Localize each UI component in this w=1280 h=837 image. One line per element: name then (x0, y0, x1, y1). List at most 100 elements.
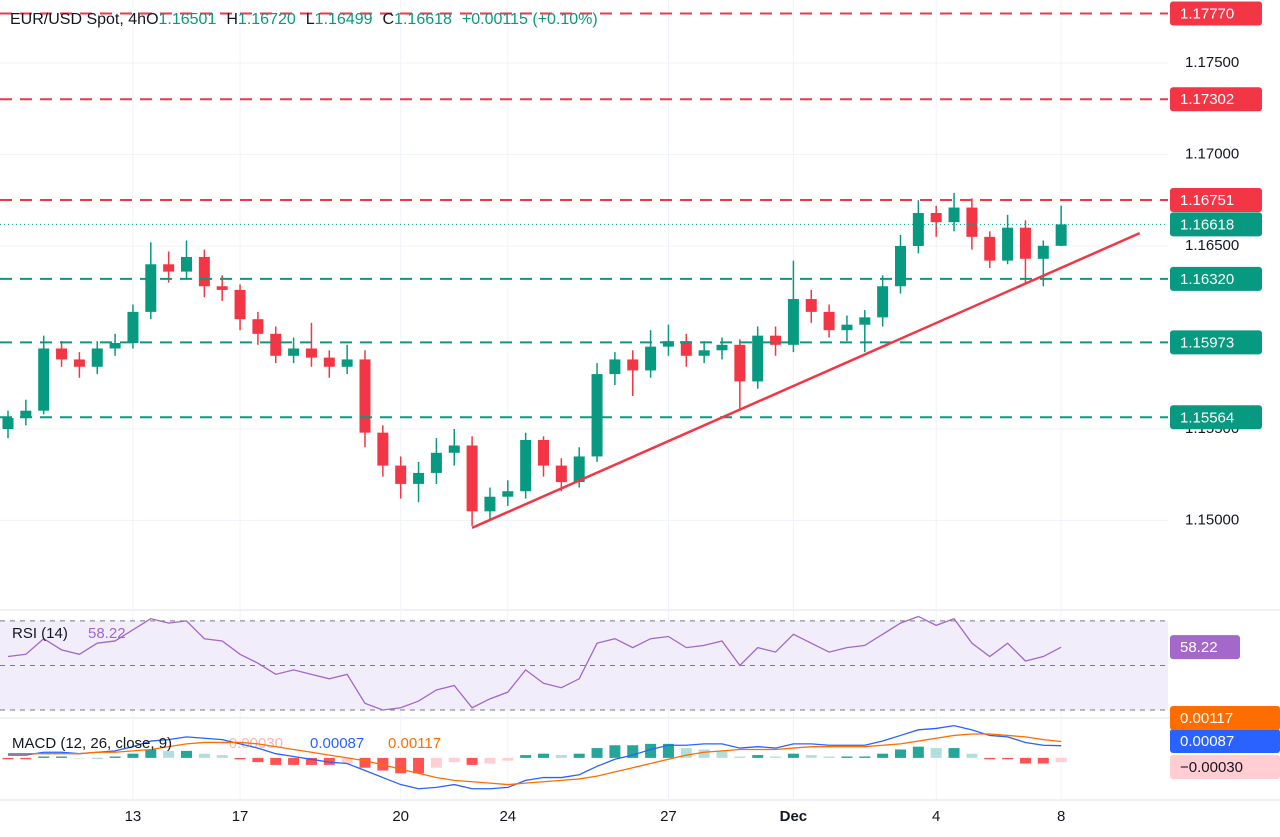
price-label: 1.16320 (1180, 271, 1234, 288)
x-tick-label: 24 (499, 808, 516, 825)
macd-histogram-bar (877, 753, 889, 758)
macd-histogram-bar (752, 755, 764, 758)
candle-body (984, 236, 996, 261)
macd-line (8, 733, 1062, 786)
candle-body (912, 213, 924, 246)
candle-body (1055, 224, 1067, 246)
macd-histogram-bar (662, 743, 674, 758)
candle-body (716, 344, 728, 351)
candle-body (573, 456, 585, 483)
macd-histogram-bar (716, 750, 728, 758)
macd-histogram-bar (966, 753, 978, 758)
header: EUR/USD Spot, 4hO1.16501 H1.16720 L1.16499… (10, 11, 598, 28)
price-label: −0.00030 (1180, 759, 1243, 776)
candle-body (1002, 227, 1014, 261)
macd-histogram-bar (520, 755, 532, 758)
macd-histogram-bar (538, 753, 549, 758)
candle-body (555, 465, 567, 483)
candle-body (609, 359, 621, 375)
macd-histogram-bar (770, 756, 782, 758)
price-label-box (1170, 87, 1262, 112)
y-tick-label: 1.17000 (1185, 145, 1239, 162)
macd-histogram-bar (859, 756, 871, 758)
x-tick-label: 27 (660, 808, 677, 825)
macd-histogram-bar (1055, 757, 1067, 763)
header-item: +0.00115 (+0.10%) (462, 11, 598, 28)
candle-body (377, 432, 389, 466)
price-label-box (1170, 188, 1262, 213)
header-item: 1.16720 (238, 11, 296, 28)
price-label-box (1170, 330, 1262, 355)
candle-body (216, 286, 228, 290)
x-tick-label: Dec (780, 808, 808, 825)
macd-histogram-bar (91, 757, 103, 759)
candle-body (448, 445, 460, 453)
price-label: 58.22 (1180, 639, 1218, 656)
macd-legend: MACD (12, 26, close, 9) (12, 735, 172, 752)
price-label: 0.00087 (1180, 733, 1234, 750)
macd-histogram-bar (341, 757, 353, 764)
candle-body (109, 342, 121, 349)
macd-histogram-bar (573, 753, 585, 758)
candle-body (1019, 227, 1031, 259)
macd-histogram-bar (787, 753, 799, 758)
header-item: L (306, 11, 315, 28)
macd-histogram-bar (73, 757, 85, 759)
macd-histogram-bar (841, 756, 853, 758)
candle-body (305, 348, 317, 358)
candle-body (502, 491, 514, 497)
macd-histogram-bar (430, 757, 442, 768)
macd-histogram-bar (1002, 757, 1014, 760)
macd-histogram-bar (198, 753, 210, 758)
rsi-legend-value: 58.22 (88, 625, 126, 642)
price-label-box (1170, 1, 1262, 26)
macd-histogram-bar (216, 755, 228, 758)
candle-body (181, 256, 192, 272)
macd-histogram-bar (930, 748, 942, 758)
macd-histogram-bar (448, 757, 460, 763)
macd-histogram-bar (984, 757, 996, 760)
macd-histogram-bar (305, 757, 317, 765)
candle-body (127, 311, 139, 343)
macd-histogram-bar (145, 749, 157, 758)
candle-body (627, 359, 639, 371)
macd-line (8, 724, 1062, 790)
candle-body (895, 245, 906, 287)
header-item: EUR/USD Spot, 4h (10, 11, 146, 28)
price-label: 1.15973 (1180, 334, 1234, 351)
candle-body (73, 359, 85, 367)
price-label: 1.16751 (1180, 192, 1234, 209)
macd-histogram-bar (609, 745, 621, 758)
candle-body (752, 335, 764, 382)
price-label: 1.16618 (1180, 216, 1234, 233)
candle-body (163, 264, 175, 272)
candle-body (198, 256, 210, 287)
candle-body (698, 350, 710, 356)
macd-histogram-bar (288, 757, 300, 765)
price-label-box (1170, 635, 1240, 660)
candle-body (145, 264, 157, 312)
macd-histogram-bar (680, 748, 692, 758)
candle-body (323, 357, 335, 367)
candle-body (538, 439, 549, 466)
macd-legend-value: 0.00087 (310, 735, 364, 752)
macd-histogram-bar (912, 746, 924, 758)
macd-histogram-bar (234, 757, 246, 760)
candle-body (823, 311, 835, 331)
candle-body (252, 319, 264, 334)
candle-body (288, 348, 300, 356)
candle-body (662, 341, 674, 347)
rsi-line (7, 615, 1062, 711)
candle-body (680, 341, 692, 356)
macd-histogram-bar (181, 750, 192, 758)
macd-histogram-bar (484, 757, 496, 764)
macd-histogram-bar (895, 749, 906, 758)
candle-body (770, 335, 782, 345)
candle-body (20, 410, 32, 419)
macd-histogram-bar (395, 757, 407, 774)
macd-histogram-bar (323, 757, 335, 765)
header-item: H (226, 11, 238, 28)
candle-body (38, 348, 50, 411)
